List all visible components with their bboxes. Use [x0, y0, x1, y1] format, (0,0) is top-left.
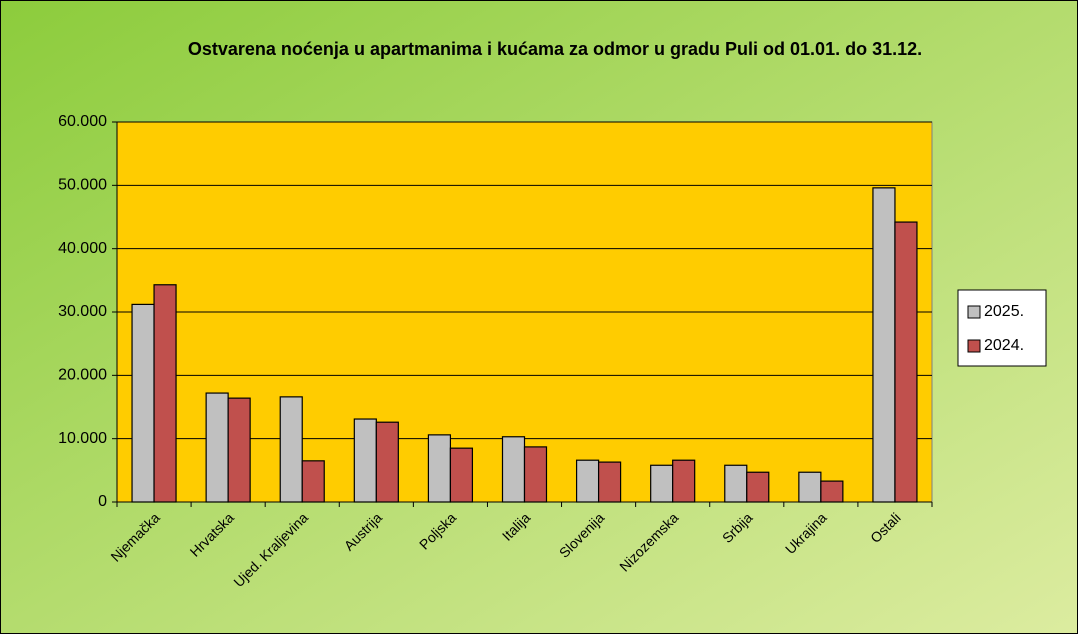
bar	[650, 464, 674, 503]
y-tick-label: 40.000	[58, 240, 107, 257]
chart-title: Ostvarena noćenja u apartmanima i kućama…	[187, 39, 923, 59]
bar	[597, 461, 622, 503]
bar	[153, 284, 177, 503]
legend-label: 2025.	[984, 303, 1024, 320]
y-tick-label: 20.000	[58, 367, 107, 384]
y-tick-label: 60.000	[58, 113, 107, 130]
bar	[798, 471, 822, 503]
y-tick-label: 0	[98, 493, 107, 510]
bar	[501, 436, 526, 503]
bar	[427, 434, 452, 503]
legend-box	[957, 289, 1047, 367]
bar	[131, 303, 155, 503]
bar	[205, 392, 229, 503]
bar	[523, 446, 548, 503]
legend-swatch	[967, 339, 981, 353]
bar	[301, 460, 325, 503]
legend-swatch	[967, 305, 981, 319]
bar	[894, 221, 918, 503]
bar	[724, 464, 748, 503]
y-tick-label: 50.000	[58, 177, 107, 194]
bar	[375, 421, 399, 503]
bar	[227, 397, 251, 503]
bar	[672, 459, 696, 503]
bar	[353, 418, 377, 503]
bar	[279, 396, 303, 503]
bar	[449, 447, 474, 503]
bar	[575, 459, 600, 503]
bar	[820, 480, 844, 503]
y-tick-label: 10.000	[58, 430, 107, 447]
bar	[746, 471, 770, 503]
bar	[872, 187, 896, 503]
legend-label: 2024.	[984, 337, 1024, 354]
y-tick-label: 30.000	[58, 303, 107, 320]
